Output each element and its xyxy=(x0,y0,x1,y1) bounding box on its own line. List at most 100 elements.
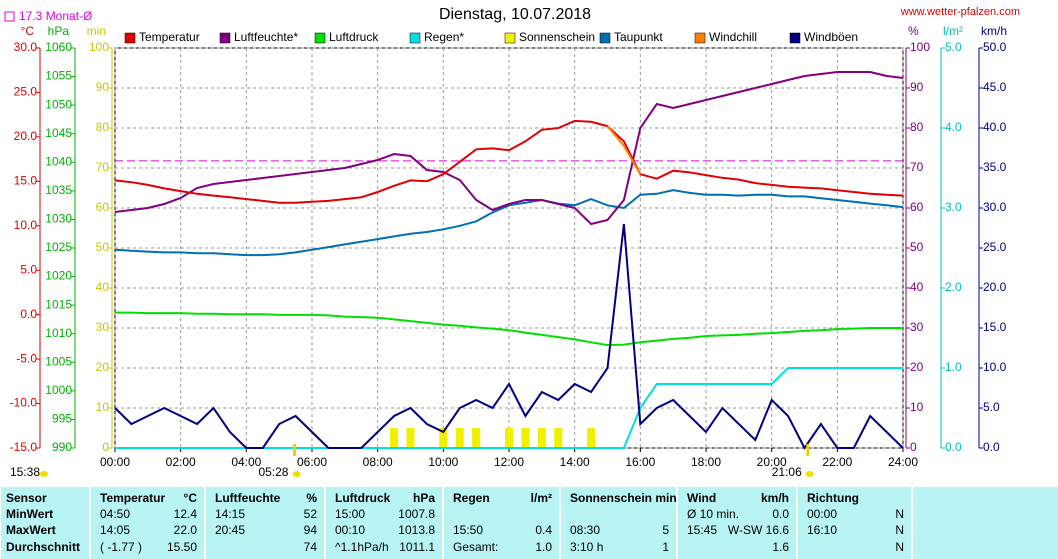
table-cell: Luftdruck xyxy=(335,491,391,505)
y-tick-label: 50.0 xyxy=(983,40,1007,54)
y-tick-label: 5.0 xyxy=(945,40,962,54)
sun-bar xyxy=(390,428,399,448)
y-tick-label: 1040 xyxy=(45,154,72,168)
legend-label: Luftfeuchte* xyxy=(234,30,298,44)
y-tick-label: 80 xyxy=(96,120,110,134)
y-tick-label: 10.0 xyxy=(14,218,38,232)
y-tick-label: 1020 xyxy=(45,269,72,283)
axis-unit: min xyxy=(87,24,106,38)
table-cell: 1011.1 xyxy=(399,540,435,554)
y-tick-label: 1055 xyxy=(45,69,72,83)
y-tick-label: 1005 xyxy=(45,354,72,368)
x-tick-label: 14:00 xyxy=(560,455,590,469)
series-line xyxy=(114,223,904,450)
y-tick-label: 60 xyxy=(96,200,110,214)
y-tick-label: -5.0 xyxy=(16,351,37,365)
y-tick-label: 80 xyxy=(910,120,924,134)
table-cell: hPa xyxy=(413,491,435,505)
series-line xyxy=(115,311,903,347)
series-line xyxy=(114,119,904,204)
y-tick-label: 1060 xyxy=(45,40,72,54)
table-cell: 12.4 xyxy=(174,507,198,521)
y-tick-label: 40.0 xyxy=(983,120,1007,134)
y-tick-label: 1000 xyxy=(45,383,72,397)
table-cell: 15:45 xyxy=(687,523,717,537)
x-tick-label: 12:00 xyxy=(494,455,524,469)
y-tick-label: 90 xyxy=(96,80,110,94)
table-cell: 1 xyxy=(662,540,669,554)
y-tick-label: 0.0 xyxy=(983,440,1000,454)
table-cell: 1.0 xyxy=(535,540,552,554)
table-cell: °C xyxy=(184,491,198,505)
table-cell: 14:05 xyxy=(100,523,130,537)
x-tick-label: 02:00 xyxy=(166,455,196,469)
y-tick-label: 45.0 xyxy=(983,80,1007,94)
legend-label: Sonnenschein xyxy=(519,30,595,44)
y-tick-label: 1045 xyxy=(45,126,72,140)
table-cell: 15:50 xyxy=(453,523,483,537)
legend-swatch xyxy=(219,32,231,44)
table-cell: 16:10 xyxy=(807,523,837,537)
y-tick-label: 25.0 xyxy=(983,240,1007,254)
table-cell: W-SW 16.6 xyxy=(728,523,789,537)
legend-swatch xyxy=(504,32,516,44)
legend-label: Luftdruck xyxy=(329,30,379,44)
y-tick-label: 990 xyxy=(52,440,72,454)
legend-swatch xyxy=(409,32,421,44)
sunset-icon xyxy=(805,471,814,477)
table-cell: MaxWert xyxy=(6,523,56,537)
monthly-average-key xyxy=(4,11,15,22)
y-tick-label: 70 xyxy=(910,160,924,174)
sunrise-icon xyxy=(292,471,301,477)
y-tick-label: 15.0 xyxy=(14,174,38,188)
day-length-icon xyxy=(40,471,48,477)
table-cell: 20:45 xyxy=(215,523,245,537)
table-cell: 0.4 xyxy=(535,523,552,537)
chart-title: Dienstag, 10.07.2018 xyxy=(439,6,591,23)
y-tick-label: 100 xyxy=(89,40,109,54)
table-cell: Ø 10 min. xyxy=(687,507,739,521)
table-cell: N xyxy=(895,507,904,521)
y-tick-label: 1.0 xyxy=(945,360,962,374)
y-tick-label: 30.0 xyxy=(983,200,1007,214)
sun-bar xyxy=(455,428,464,448)
legend-swatch xyxy=(789,32,801,44)
legend-swatch xyxy=(599,32,611,44)
day-length: 15:38 xyxy=(10,465,40,479)
sun-bar xyxy=(537,428,546,448)
y-tick-label: 30 xyxy=(96,320,110,334)
y-tick-label: 10 xyxy=(96,400,110,414)
sunrise-marker xyxy=(292,444,296,456)
x-tick-label: 08:00 xyxy=(363,455,393,469)
y-tick-label: 5.0 xyxy=(20,262,37,276)
legend-label: Windböen xyxy=(804,30,858,44)
table-cell: ^1.1hPa/h xyxy=(335,540,389,554)
x-tick-label: 04:00 xyxy=(231,455,261,469)
sun-bar xyxy=(587,428,596,448)
axis-unit: km/h xyxy=(981,24,1007,38)
x-tick-label: 22:00 xyxy=(822,455,852,469)
y-tick-label: 0.0 xyxy=(20,307,37,321)
y-tick-label: 100 xyxy=(910,40,930,54)
table-cell: Durchschnitt xyxy=(6,540,80,554)
table-cell: 00:00 xyxy=(807,507,837,521)
y-tick-label: 10.0 xyxy=(983,360,1007,374)
table-bg xyxy=(0,487,1058,559)
sun-bar xyxy=(439,428,448,448)
table-cell: Temperatur xyxy=(100,491,165,505)
legend-label: Windchill xyxy=(709,30,757,44)
y-tick-label: 20.0 xyxy=(14,129,38,143)
x-tick-label: 18:00 xyxy=(691,455,721,469)
table-cell: % xyxy=(306,491,317,505)
table-cell: 52 xyxy=(304,507,318,521)
table-cell: N xyxy=(895,540,904,554)
y-tick-label: 1050 xyxy=(45,97,72,111)
table-cell: MinWert xyxy=(6,507,53,521)
table-cell: Sonnenschein min xyxy=(570,491,677,505)
y-tick-label: -15.0 xyxy=(10,440,38,454)
y-tick-label: -10.0 xyxy=(10,396,38,410)
sun-bar xyxy=(521,428,530,448)
table-cell: 5 xyxy=(662,523,669,537)
table-cell: 1013.8 xyxy=(398,523,435,537)
table-cell: 15.50 xyxy=(167,540,197,554)
